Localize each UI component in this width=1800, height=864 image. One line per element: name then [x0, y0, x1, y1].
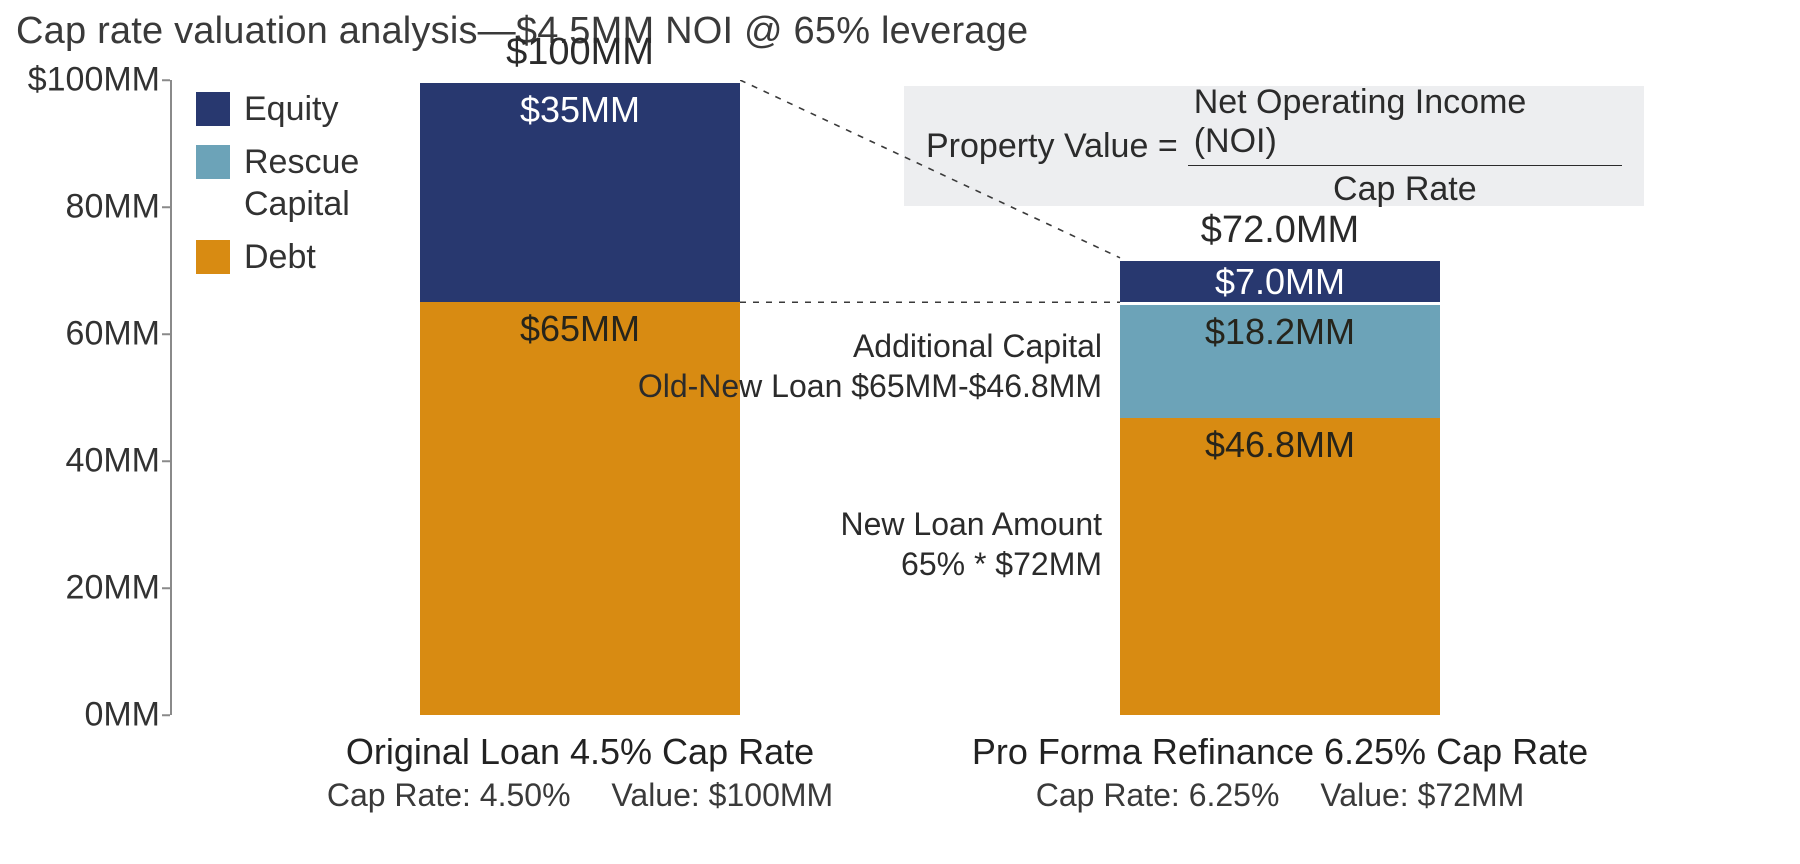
bar-segment-equity: $35MM — [420, 80, 740, 302]
y-tick-mark — [162, 206, 170, 208]
annotation: Additional CapitalOld-New Loan $65MM-$46… — [638, 326, 1102, 406]
annotation-line: Additional Capital — [638, 326, 1102, 366]
x-category-sub: Cap Rate: 4.50% Value: $100MM — [230, 777, 930, 814]
y-tick-mark — [162, 587, 170, 589]
x-category-sub: Cap Rate: 6.25% Value: $72MM — [930, 777, 1630, 814]
y-tick-label: 0MM — [0, 696, 160, 735]
annotation-line: Old-New Loan $65MM-$46.8MM — [638, 366, 1102, 406]
bar-total-label: $72.0MM — [1120, 209, 1440, 258]
connector-line — [740, 80, 1120, 258]
x-category-proforma: Pro Forma Refinance 6.25% Cap Rate Cap Ra… — [930, 731, 1630, 814]
y-axis — [170, 80, 172, 715]
y-tick-label: 60MM — [0, 315, 160, 354]
annotation-line: New Loan Amount — [841, 504, 1103, 544]
x-category-main: Pro Forma Refinance 6.25% Cap Rate — [930, 731, 1630, 773]
x-category-original: Original Loan 4.5% Cap Rate Cap Rate: 4.5… — [230, 731, 930, 814]
bar-segment-debt: $46.8MM — [1120, 418, 1440, 715]
annotation: New Loan Amount65% * $72MM — [841, 504, 1103, 584]
plot-area: 0MM20MM40MM60MM80MM$100MM$100MM$65MM$35M… — [170, 80, 1730, 715]
bar-proforma: $72.0MM$46.8MM$18.2MM$7.0MM — [1120, 258, 1440, 715]
bar-segment-rescue: $18.2MM — [1120, 302, 1440, 418]
y-tick-mark — [162, 460, 170, 462]
y-tick-label: $100MM — [0, 61, 160, 100]
y-tick-mark — [162, 79, 170, 81]
annotation-line: 65% * $72MM — [841, 544, 1103, 584]
y-tick-label: 40MM — [0, 442, 160, 481]
bar-total-label: $100MM — [420, 31, 740, 80]
y-tick-mark — [162, 333, 170, 335]
x-category-main: Original Loan 4.5% Cap Rate — [230, 731, 930, 773]
y-tick-mark — [162, 714, 170, 716]
y-tick-label: 20MM — [0, 569, 160, 608]
bar-segment-equity: $7.0MM — [1120, 258, 1440, 302]
y-tick-label: 80MM — [0, 188, 160, 227]
